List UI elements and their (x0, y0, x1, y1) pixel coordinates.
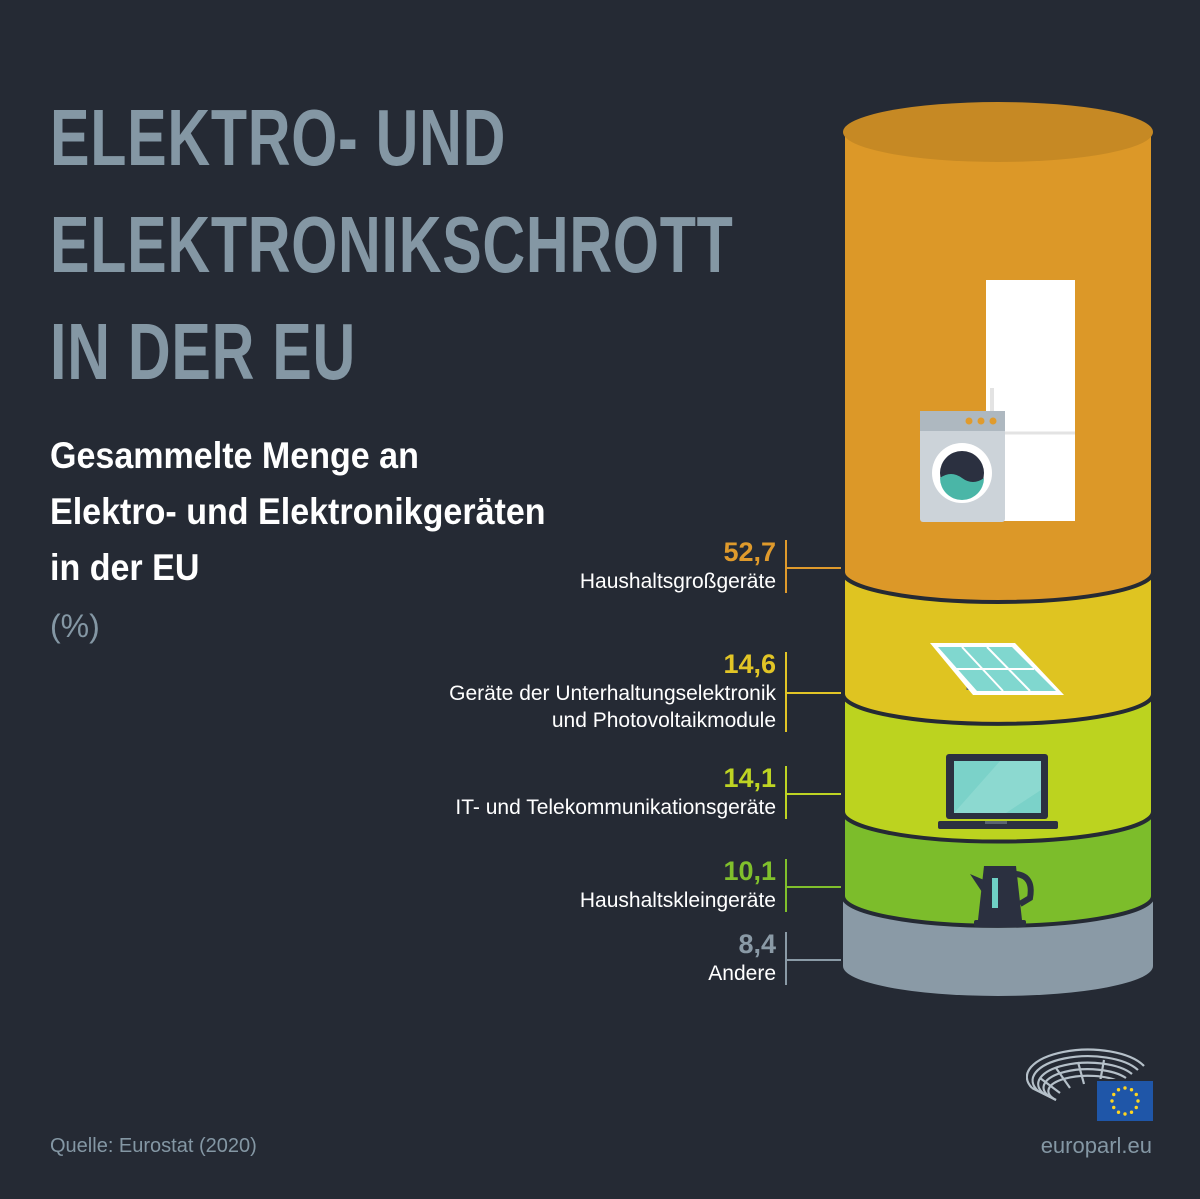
segment-label: 52,7 Haushaltsgroßgeräte (580, 536, 776, 595)
kettle-spout (970, 874, 984, 892)
segment-label: 10,1 Haushaltskleingeräte (580, 855, 776, 914)
control-knob (977, 417, 985, 425)
cylinder-top-cap (843, 102, 1153, 162)
segment-label: 8,4 Andere (708, 928, 776, 987)
page-title: ELEKTRO- UND ELEKTRONIKSCHROTT IN DER EU (50, 84, 733, 405)
label-connector (785, 792, 841, 795)
segment-value: 52,7 (723, 537, 776, 567)
flag-star (1112, 1105, 1116, 1110)
segment-category: Haushaltskleingeräte (579, 889, 776, 912)
european-parliament-logo (1026, 1048, 1155, 1123)
label-connector (785, 885, 841, 888)
subtitle: Gesammelte Menge an Elektro- und Elektro… (50, 428, 546, 596)
unit-label: (%) (50, 608, 100, 644)
segment-value: 14,6 (723, 649, 776, 679)
hemicycle-icon (1026, 1048, 1145, 1101)
kettle-body (978, 866, 1022, 920)
refrigerator-handle (990, 388, 994, 418)
segment-category: IT- und Telekommunikationsgeräte (455, 796, 776, 819)
flag-star (1116, 1088, 1121, 1092)
flag-star (1116, 1110, 1121, 1114)
title-line: ELEKTRONIKSCHROTT (50, 200, 734, 289)
panel-grid (961, 646, 1004, 692)
segment-label: 14,6 Geräte der Unterhaltungselektronik un… (449, 648, 776, 734)
flag-star (1123, 1112, 1127, 1116)
label-connector (785, 566, 841, 569)
flag-star (1129, 1110, 1134, 1114)
kettle-base (974, 920, 1026, 927)
washing-machine-panel (920, 411, 1005, 431)
kettle-water-gauge (992, 878, 998, 908)
source-note: Quelle: Eurostat (2020) (50, 1135, 257, 1157)
screen-glare (954, 761, 1041, 813)
flag-star (1123, 1086, 1127, 1090)
laptop-icon (938, 754, 1058, 829)
subtitle-line: Elektro- und Elektronikgeräten (50, 491, 546, 532)
title-line: ELEKTRO- UND (50, 93, 507, 182)
flag-star (1134, 1105, 1138, 1110)
flag-star (1112, 1092, 1116, 1097)
subtitle-line: Gesammelte Menge an (50, 435, 419, 476)
segment-category: Andere (708, 962, 776, 985)
flag-star (1110, 1099, 1114, 1103)
segment-category: Haushaltsgroßgeräte (579, 570, 776, 593)
washing-machine-refrigerator-icon (920, 280, 1075, 522)
solar-panel-icon (930, 643, 1064, 695)
segment-category: und Photovoltaikmodule (551, 709, 776, 732)
subtitle-line: in der EU (50, 547, 200, 588)
site-link[interactable]: europarl.eu (1040, 1133, 1152, 1158)
kettle-handle (1015, 871, 1034, 907)
flag-star (1129, 1088, 1134, 1092)
control-knob (965, 417, 973, 425)
laptop-base (938, 821, 1058, 829)
segment-value: 14,1 (723, 763, 776, 793)
label-connector (785, 958, 841, 961)
washer-water (940, 474, 984, 500)
control-knob (989, 417, 997, 425)
label-connector (785, 692, 841, 694)
kettle-icon (970, 866, 1034, 927)
title-line: IN DER EU (50, 307, 356, 396)
segment-category: Geräte der Unterhaltungselektronik (449, 682, 776, 705)
flag-star (1134, 1092, 1138, 1097)
laptop-notch (985, 821, 1007, 824)
segment-value: 10,1 (723, 856, 776, 886)
panel-grid (986, 646, 1031, 692)
segment-label: 14,1 IT- und Telekommunikationsgeräte (455, 762, 776, 821)
segment-value: 8,4 (738, 929, 776, 959)
flag-star (1136, 1099, 1140, 1103)
